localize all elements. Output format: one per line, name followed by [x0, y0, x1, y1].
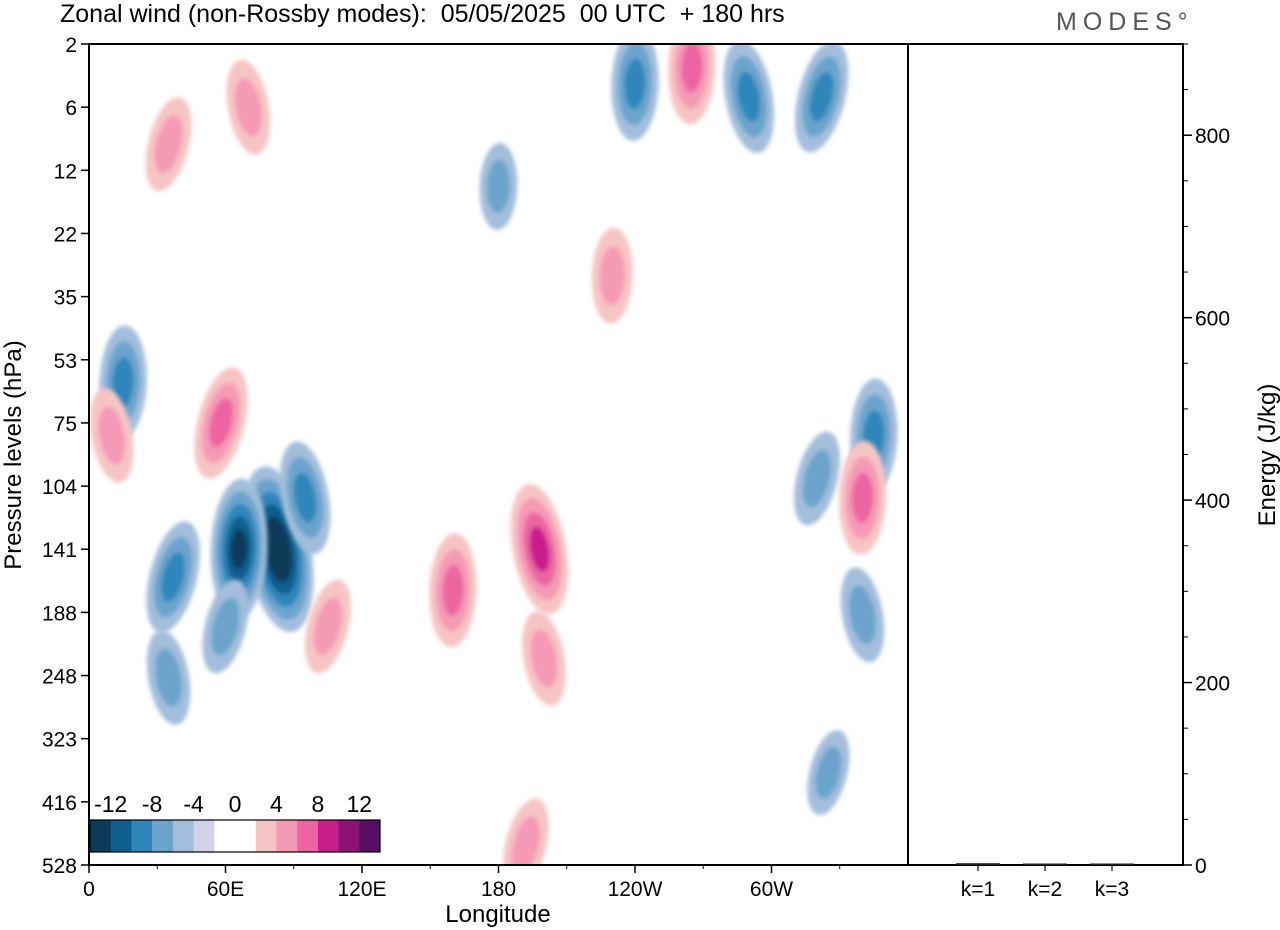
- wind-feature: [145, 97, 192, 191]
- y-tick-label: 416: [42, 792, 77, 815]
- energy-tick-label: 600: [1195, 308, 1230, 331]
- wind-feature: [611, 44, 659, 141]
- y-axis-label: Pressure levels (hPa): [0, 340, 27, 569]
- colorbar-swatch: [152, 820, 174, 852]
- wind-feature: [840, 567, 885, 663]
- wind-feature: [510, 484, 569, 615]
- energy-bar: [1090, 863, 1134, 865]
- y-tick-label: 2: [65, 34, 77, 57]
- colorbar-swatch: [359, 820, 381, 852]
- main-axes: 0 60E 120E 180 120W 60W 2 6 12 22 35 53 75 104 141 188 2…: [42, 34, 841, 901]
- y-tick-label: 6: [65, 97, 77, 120]
- wind-feature: [723, 44, 775, 153]
- x-tick-label: 120E: [337, 878, 386, 901]
- wind-feature: [522, 610, 566, 706]
- wind-feature: [794, 44, 849, 153]
- colorbar-swatch: [255, 820, 277, 852]
- wind-feature: [279, 441, 331, 554]
- colorbar-swatch: [338, 820, 360, 852]
- x-tick-label: 0: [83, 878, 95, 901]
- wind-feature: [226, 59, 271, 155]
- y-tick-label: 248: [42, 666, 77, 689]
- colorbar-swatch: [172, 820, 194, 852]
- energy-tick-label: 800: [1195, 125, 1230, 148]
- y-tick-label: 75: [54, 413, 77, 436]
- wind-feature: [202, 579, 249, 674]
- colorbar-swatch: [235, 820, 257, 852]
- colorbar-label: 0: [229, 791, 242, 817]
- colorbar-swatch: [131, 820, 153, 852]
- wind-feature: [146, 521, 200, 633]
- contour-field: [90, 44, 898, 865]
- wind-feature: [591, 227, 633, 324]
- y-tick-label: 141: [42, 539, 77, 562]
- y-tick-label: 12: [54, 160, 77, 183]
- wind-feature: [90, 387, 134, 483]
- x-tick-label: 60W: [750, 878, 793, 901]
- y-tick-label: 528: [42, 855, 77, 878]
- colorbar: -12 -8 -4 0 4 8 12: [89, 791, 381, 853]
- wind-feature: [479, 142, 518, 230]
- page-title: Zonal wind (non-Rossby modes): 05/05/202…: [60, 0, 785, 28]
- colorbar-swatch: [110, 820, 132, 852]
- colorbar-label: 8: [312, 791, 325, 817]
- x-tick-label: 120W: [608, 878, 663, 901]
- x-tick-label: 60E: [207, 878, 244, 901]
- colorbar-swatch: [214, 820, 236, 852]
- energy-tick-label: 0: [1195, 855, 1207, 878]
- energy-bar: [956, 863, 1000, 865]
- energy-category-label: k=1: [961, 878, 995, 901]
- y-tick-label: 188: [42, 602, 77, 625]
- wind-feature: [807, 730, 850, 816]
- energy-category-label: k=3: [1095, 878, 1129, 901]
- wind-feature: [194, 367, 248, 479]
- wind-feature: [304, 579, 351, 674]
- energy-bar: [1023, 863, 1067, 865]
- colorbar-label: 12: [347, 791, 373, 817]
- wind-feature: [502, 798, 549, 865]
- energy-tick-label: 400: [1195, 490, 1230, 513]
- wind-feature: [146, 630, 191, 725]
- wind-feature: [429, 533, 477, 648]
- colorbar-swatch: [193, 820, 215, 852]
- y-tick-label: 53: [54, 350, 77, 373]
- x-tick-label: 180: [481, 878, 516, 901]
- modes-logo: MODES°: [1056, 8, 1194, 36]
- wind-feature: [794, 431, 840, 526]
- y-tick-label: 323: [42, 729, 77, 752]
- colorbar-label: -12: [94, 791, 127, 817]
- colorbar-swatch: [317, 820, 339, 852]
- energy-axis-label: Energy (J/kg): [1254, 384, 1280, 527]
- x-axis-label: Longitude: [445, 901, 550, 928]
- energy-bars: k=1 k=2 k=3: [956, 863, 1134, 901]
- y-tick-label: 22: [54, 223, 77, 246]
- colorbar-label: -8: [142, 791, 162, 817]
- wind-feature: [850, 378, 898, 493]
- colorbar-swatch: [276, 820, 298, 852]
- colorbar-swatch: [90, 820, 112, 852]
- wind-feature: [668, 44, 716, 125]
- colorbar-frame: [89, 819, 381, 853]
- colorbar-label: 4: [270, 791, 283, 817]
- y-tick-label: 104: [42, 476, 77, 499]
- y-tick-label: 35: [54, 287, 77, 310]
- colorbar-label: -4: [183, 791, 204, 817]
- energy-plot-frame: [907, 43, 1184, 866]
- energy-axes: 0 200 400 600 800: [1183, 43, 1230, 878]
- energy-category-label: k=2: [1028, 878, 1062, 901]
- colorbar-swatch: [297, 820, 319, 852]
- energy-tick-label: 200: [1195, 673, 1230, 696]
- wind-feature: [838, 440, 887, 555]
